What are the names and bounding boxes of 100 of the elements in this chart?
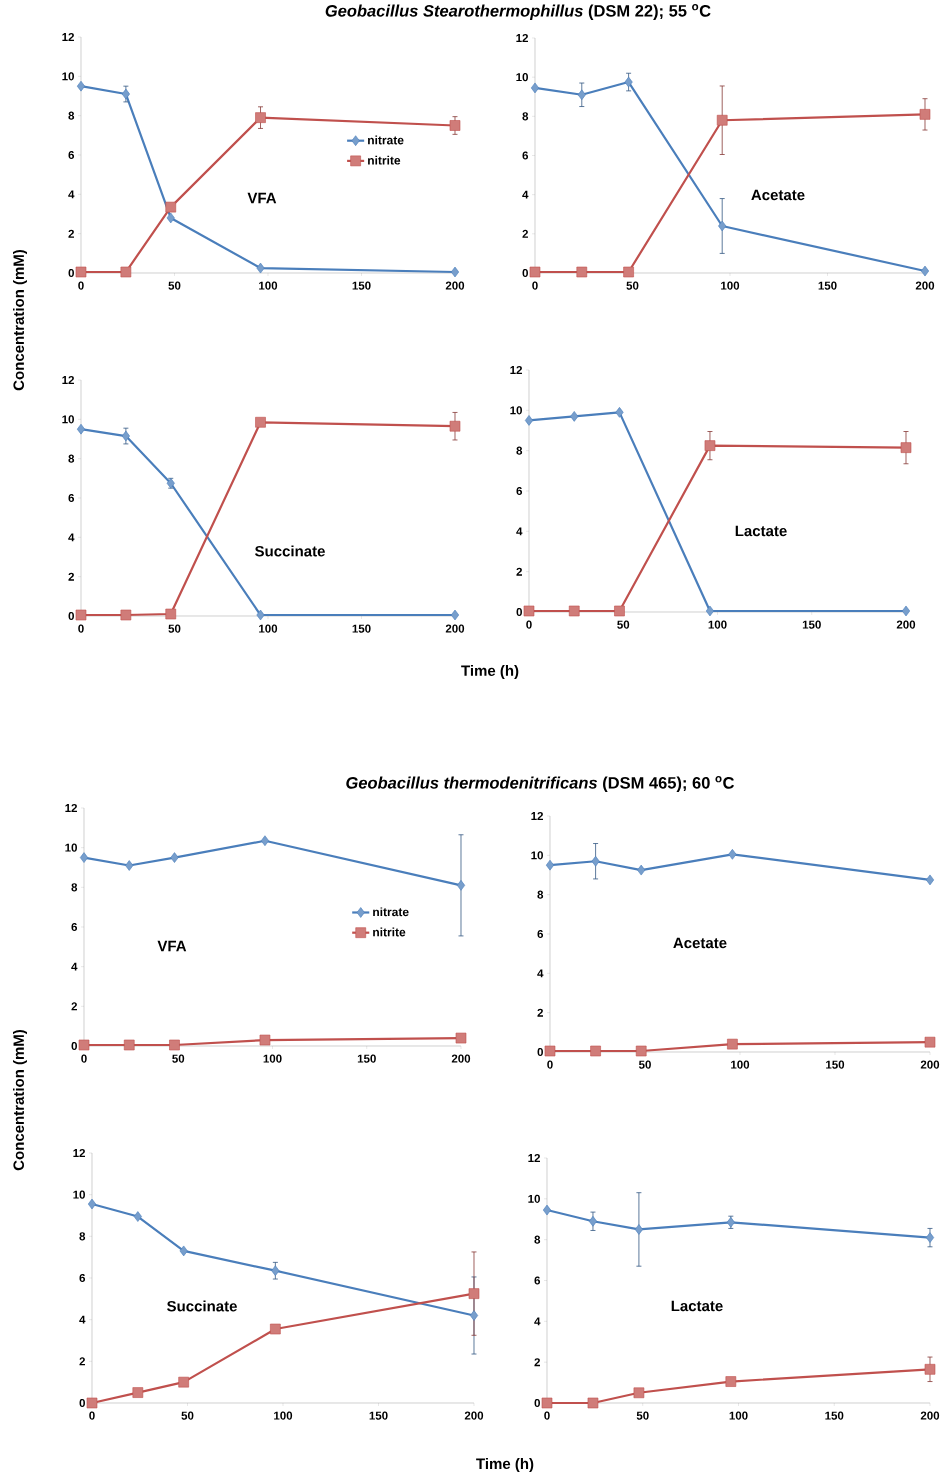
y-tick-label: 0 <box>516 607 522 617</box>
y-tick-label: 8 <box>68 111 75 120</box>
y-tick-label: 2 <box>534 1358 540 1367</box>
y-axis-title: Concentration (mM) <box>13 1029 27 1171</box>
y-tick-label: 6 <box>71 922 78 932</box>
y-tick-label: 12 <box>516 33 528 43</box>
annotation: Lactate <box>735 525 787 537</box>
point <box>259 1034 271 1046</box>
point <box>87 1198 97 1210</box>
y-tick-label: 4 <box>68 533 75 542</box>
y-tick-label: 10 <box>62 415 74 424</box>
x-tick-label: 150 <box>352 624 371 633</box>
y-tick-label: 6 <box>516 486 523 496</box>
point <box>120 266 132 278</box>
point <box>704 440 716 451</box>
x-tick-label: 50 <box>181 1411 194 1420</box>
x-tick-label: 0 <box>544 1411 550 1420</box>
point <box>705 605 715 617</box>
annotation: Acetate <box>673 937 727 949</box>
y-tick-label: 6 <box>522 151 529 160</box>
point <box>255 112 266 123</box>
y-tick-label: 12 <box>528 1153 540 1163</box>
point <box>450 609 460 621</box>
point <box>728 849 737 860</box>
legend-label: nitrite <box>368 155 401 165</box>
y-tick-label: 12 <box>531 811 543 821</box>
x-tick-label: 200 <box>920 1060 940 1069</box>
x-tick-label: 200 <box>445 281 465 290</box>
y-tick-label: 12 <box>510 365 522 375</box>
point <box>78 1039 90 1051</box>
x-tick-label: 150 <box>357 1054 376 1063</box>
point <box>120 609 132 621</box>
point <box>270 1323 281 1335</box>
point <box>169 1039 180 1051</box>
x-tick-label: 150 <box>818 281 837 290</box>
y-tick-label: 10 <box>65 843 77 852</box>
y-tick-label: 2 <box>522 229 528 238</box>
x-tick-label: 150 <box>826 1060 845 1069</box>
point <box>255 416 266 428</box>
annotation: VFA <box>157 940 187 952</box>
text: Geobacillus thermodenitrificans (DSM 465); 60 $^{o}$C <box>346 776 735 792</box>
point <box>121 430 130 442</box>
y-tick-label: 4 <box>537 969 544 978</box>
point <box>133 1211 142 1222</box>
y-tick-label: 0 <box>71 1041 77 1051</box>
point <box>125 860 134 871</box>
point <box>121 88 130 100</box>
y-tick-label: 12 <box>73 1148 85 1158</box>
point <box>132 1387 144 1398</box>
x-tick-label: 100 <box>259 281 278 290</box>
point <box>449 420 461 432</box>
point <box>468 1288 480 1299</box>
point <box>165 201 177 213</box>
y-tick-label: 8 <box>516 446 523 455</box>
point <box>716 114 728 126</box>
annotation: Succinate <box>255 545 325 557</box>
x-tick-label: 50 <box>626 281 639 290</box>
point <box>901 605 911 617</box>
x-tick-label: 0 <box>89 1411 95 1420</box>
point <box>529 266 541 278</box>
y-tick-label: 2 <box>68 572 74 581</box>
x-tick-label: 150 <box>825 1411 844 1420</box>
y-tick-label: 4 <box>68 190 75 199</box>
point <box>545 859 555 871</box>
point <box>718 220 727 232</box>
annotation: Acetate <box>751 189 805 201</box>
point <box>634 1224 643 1235</box>
annotation: VFA <box>247 192 277 204</box>
x-tick-label: 50 <box>638 1060 651 1069</box>
point <box>271 1265 280 1276</box>
x-tick-label: 150 <box>802 620 821 629</box>
y-tick-label: 0 <box>534 1398 540 1408</box>
y-tick-label: 4 <box>71 962 78 971</box>
y-tick-label: 0 <box>68 268 74 278</box>
y-axis-title: Concentration (mM) <box>13 249 27 391</box>
point <box>725 1376 737 1387</box>
x-tick-label: 200 <box>451 1054 471 1063</box>
y-tick-label: 12 <box>62 375 74 385</box>
point <box>587 1397 599 1409</box>
point <box>576 266 588 278</box>
y-tick-label: 2 <box>71 1002 77 1011</box>
x-tick-label: 100 <box>274 1411 293 1420</box>
point <box>920 265 930 277</box>
point <box>727 1038 738 1050</box>
point <box>530 82 540 94</box>
y-tick-label: 8 <box>79 1232 86 1241</box>
legend-label: nitrite <box>373 927 406 937</box>
y-tick-label: 6 <box>537 929 544 939</box>
y-tick-label: 4 <box>516 527 523 536</box>
point <box>469 1310 479 1321</box>
y-tick-label: 8 <box>537 890 544 899</box>
y-tick-label: 6 <box>534 1276 541 1285</box>
x-tick-label: 200 <box>920 1411 940 1420</box>
point <box>591 855 600 867</box>
y-tick-label: 10 <box>73 1190 85 1199</box>
x-tick-label: 100 <box>729 1411 748 1420</box>
y-tick-label: 10 <box>510 406 522 415</box>
point <box>577 89 586 101</box>
point <box>170 852 179 863</box>
point <box>166 212 175 224</box>
